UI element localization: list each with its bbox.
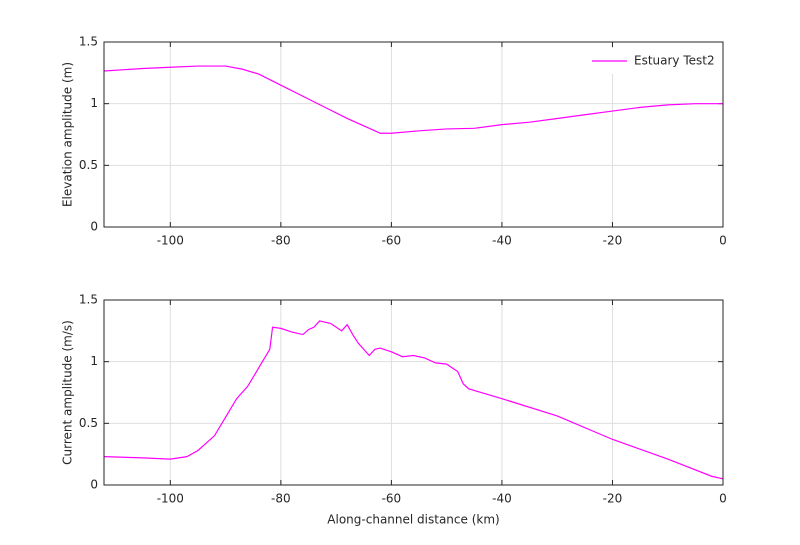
y-tick-label: 1	[90, 96, 98, 110]
x-tick-label: -80	[271, 234, 291, 248]
data-line	[103, 65, 723, 134]
y-tick-label: 1	[90, 354, 98, 368]
y-tick-label: 0	[90, 478, 98, 492]
data-line	[103, 320, 724, 480]
x-tick-label: -60	[382, 492, 402, 506]
x-tick-label: -20	[603, 234, 623, 248]
y-tick-label: 1.5	[79, 293, 98, 307]
x-tick-label: -40	[492, 234, 512, 248]
axes-frame	[103, 41, 724, 228]
y-tick-label: 0.5	[79, 416, 98, 430]
y-tick-label: 1.5	[79, 35, 98, 49]
legend-label: Estuary Test2	[634, 54, 715, 68]
x-tick-label: -60	[382, 234, 402, 248]
x-tick-label: -40	[492, 492, 512, 506]
x-tick-label: 0	[719, 492, 727, 506]
y-tick-label: 0	[90, 220, 98, 234]
y-axis-label: Current amplitude (m/s)	[61, 320, 75, 465]
plot-area	[104, 300, 723, 485]
axes-frame	[103, 299, 724, 486]
y-tick-label: 0.5	[79, 158, 98, 172]
x-tick-label: -20	[603, 492, 623, 506]
x-tick-label: -100	[157, 492, 184, 506]
x-tick-label: 0	[719, 234, 727, 248]
x-tick-label: -80	[271, 492, 291, 506]
y-axis-label: Elevation amplitude (m)	[61, 62, 75, 207]
x-axis-label: Along-channel distance (km)	[327, 513, 499, 527]
x-tick-label: -100	[157, 234, 184, 248]
legend: Estuary Test2	[583, 48, 715, 74]
